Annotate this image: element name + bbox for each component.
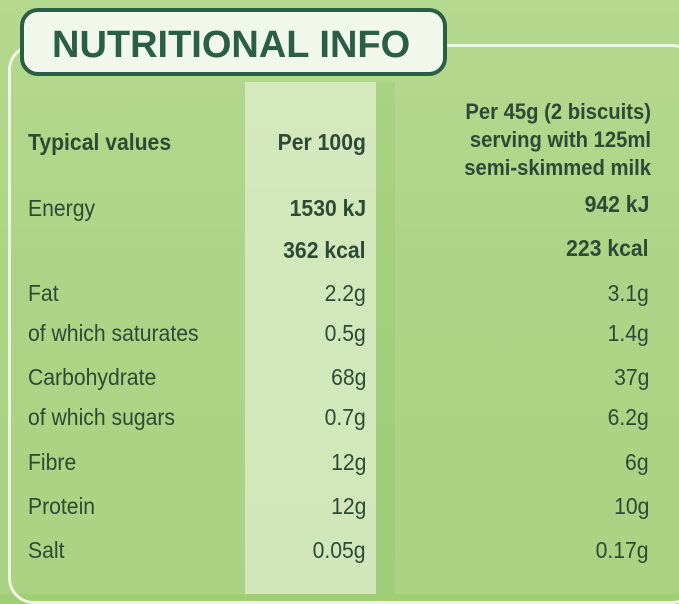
row-sugars-perserving: 6.2g	[607, 404, 649, 430]
header-per-serving-line-1: Per 45g (2 biscuits)	[465, 99, 651, 124]
per100-column-shade	[245, 82, 376, 594]
row-protein-per100: 12g	[330, 493, 366, 519]
column-divider-shade	[376, 82, 395, 594]
row-protein-perserving: 10g	[613, 493, 649, 519]
panel-title: NUTRITIONAL INFO	[52, 24, 411, 66]
title-box: NUTRITIONAL INFO	[20, 8, 447, 76]
row-label-energy: Energy	[28, 195, 96, 221]
row-label-fat: Fat	[28, 280, 59, 306]
row-fat-per100: 2.2g	[324, 280, 366, 306]
header-per-serving-line-3: semi-skimmed milk	[464, 155, 651, 180]
row-label-sugars: of which sugars	[28, 404, 176, 430]
row-saturates-perserving: 1.4g	[607, 320, 649, 346]
row-label-carbohydrate: Carbohydrate	[28, 364, 157, 390]
header-typical-values: Typical values	[28, 129, 172, 155]
header-per-serving: Per 45g (2 biscuits) serving with 125ml …	[338, 98, 651, 182]
row-fibre-per100: 12g	[330, 449, 366, 475]
row-kcal-per100: 362 kcal	[283, 237, 366, 263]
row-sugars-per100: 0.7g	[324, 404, 366, 430]
row-saturates-per100: 0.5g	[324, 320, 366, 346]
row-label-salt: Salt	[28, 537, 65, 563]
row-fat-perserving: 3.1g	[607, 280, 649, 306]
row-label-fibre: Fibre	[28, 449, 77, 475]
header-per-100g: Per 100g	[277, 129, 366, 155]
row-carbohydrate-perserving: 37g	[613, 364, 649, 390]
row-kcal-perserving: 223 kcal	[566, 235, 649, 261]
row-energy-perserving: 942 kJ	[584, 191, 649, 217]
row-label-saturates: of which saturates	[28, 320, 199, 346]
row-label-protein: Protein	[28, 493, 96, 519]
header-per-serving-line-2: serving with 125ml	[469, 127, 651, 152]
row-fibre-perserving: 6g	[625, 449, 649, 475]
row-salt-perserving: 0.17g	[596, 537, 649, 563]
row-salt-per100: 0.05g	[313, 537, 366, 563]
row-energy-per100: 1530 kJ	[289, 195, 366, 221]
row-carbohydrate-per100: 68g	[330, 364, 366, 390]
